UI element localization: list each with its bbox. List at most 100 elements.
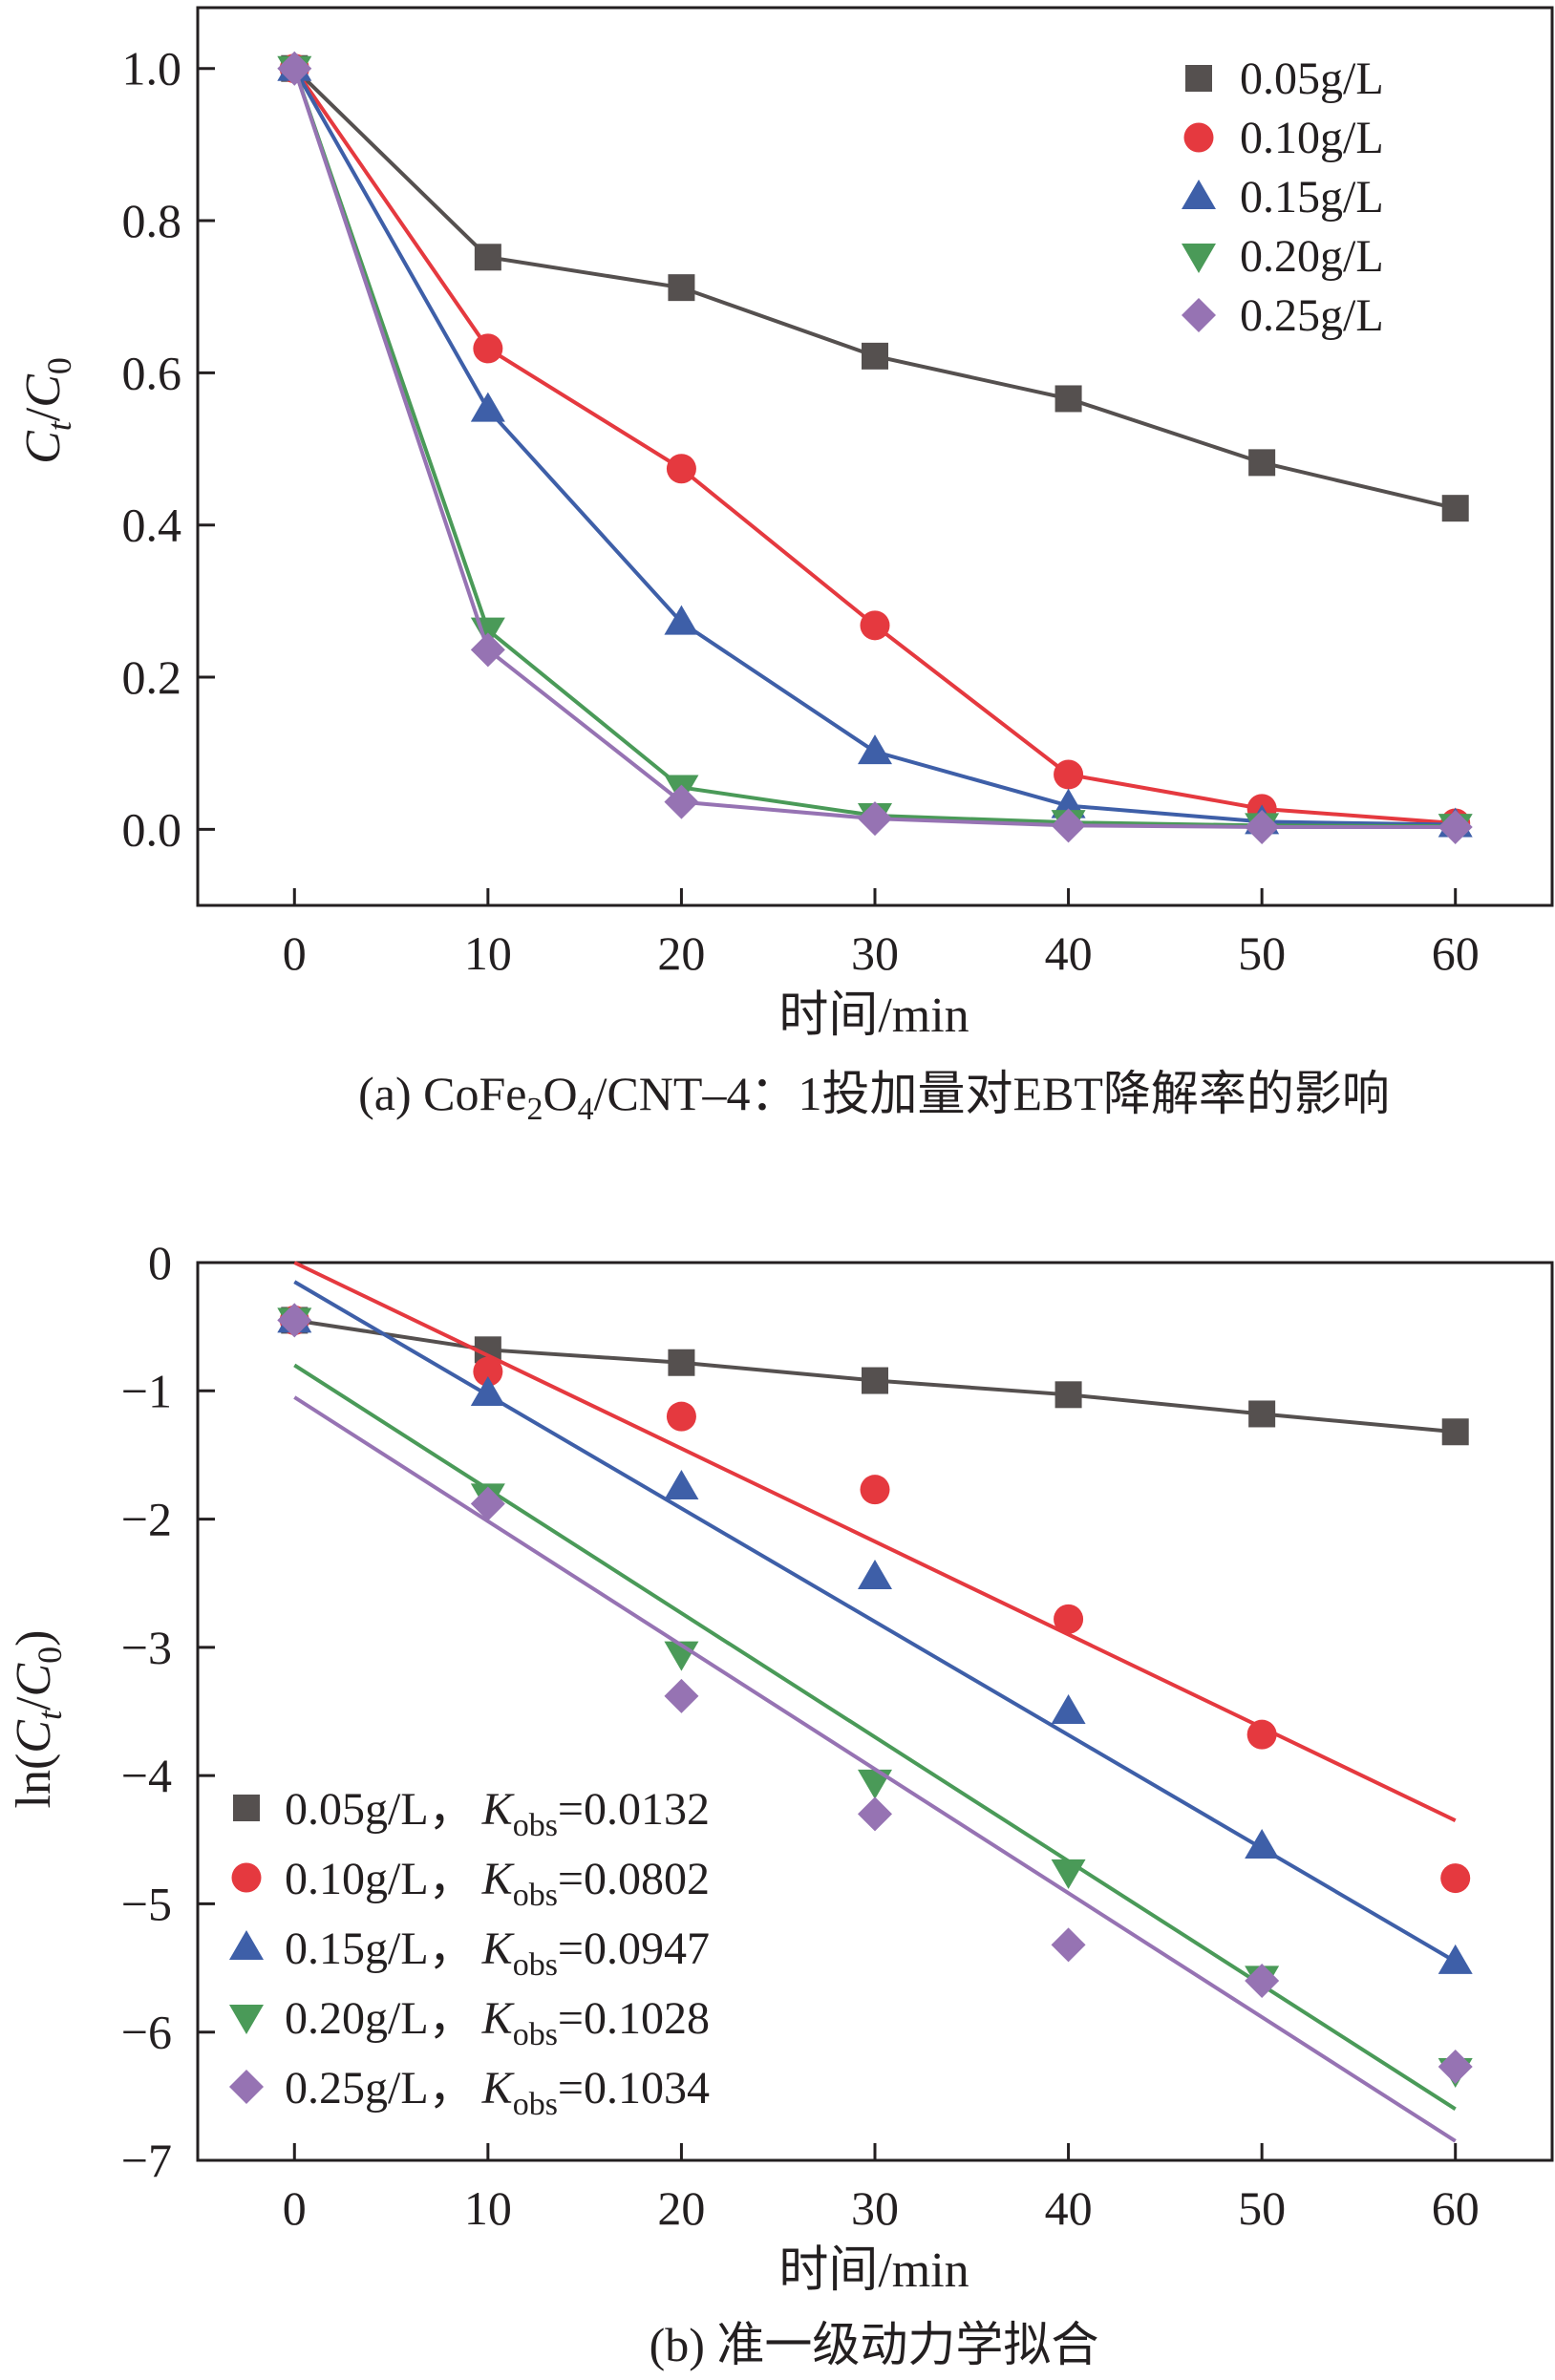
data-point <box>1245 1964 1280 1998</box>
y-tick-label: −5 <box>121 1877 172 1930</box>
data-point <box>470 632 505 668</box>
data-point <box>860 610 890 641</box>
data-point <box>664 1678 699 1713</box>
legend-marker <box>229 1930 264 1960</box>
data-point <box>862 342 888 370</box>
legend-marker <box>1182 244 1216 273</box>
panel-b-x-axis-label: 时间/min <box>778 2243 969 2298</box>
data-point <box>1438 1944 1473 1974</box>
b-ylabel-suffix: ) <box>7 1630 61 1647</box>
panel-a-caption: (a) CoFe2O4/CNT–4：1投加量对EBT降解率的影响 <box>358 1067 1390 1127</box>
legend-label: 0.05g/L， Kobs=0.0132 <box>285 1784 710 1843</box>
data-point <box>1245 1829 1280 1859</box>
legend-marker <box>1182 298 1216 332</box>
series-0.15gL <box>277 51 1473 838</box>
panel-b-series <box>277 1261 1473 2143</box>
x-tick-label: 40 <box>1045 926 1093 980</box>
y-tick-label: −1 <box>121 1364 172 1417</box>
panel-b-y-axis: 0 −1 −2 −3 −4 −5 −6 −7 <box>121 1236 215 2187</box>
legend-label: 0.15g/L <box>1240 172 1384 223</box>
y-tick-label: −2 <box>121 1493 172 1546</box>
panel-b-chart: 0 −1 −2 −3 −4 −5 −6 −7 0 10 20 30 40 50 60 0.05g/L， Ko… <box>7 1236 1554 2371</box>
b-ylabel-c: C <box>7 1719 61 1753</box>
x-tick-label: 40 <box>1045 2181 1093 2235</box>
panel-a-series <box>277 51 1473 844</box>
y-tick-label: −4 <box>121 1749 172 1802</box>
x-tick-label: 60 <box>1432 2181 1480 2235</box>
data-point <box>858 734 892 765</box>
data-point <box>858 801 892 837</box>
data-point <box>473 1356 503 1387</box>
b-ylabel-slash: / <box>7 1696 61 1711</box>
a-caption-sub1: 2 <box>526 1092 543 1127</box>
y-tick-label: 0 <box>148 1236 172 1289</box>
data-point <box>664 1470 699 1499</box>
y-tick-label: 0.4 <box>122 499 182 552</box>
legend-label: 0.25g/L， Kobs=0.1034 <box>285 2063 710 2122</box>
data-point <box>666 454 696 484</box>
x-tick-label: 10 <box>464 2181 512 2235</box>
data-point <box>1051 1927 1086 1963</box>
panel-b-legend: 0.05g/L， Kobs=0.0132 0.10g/L， Kobs=0.0802 0.… <box>229 1784 710 2122</box>
series-0.10gL <box>279 1261 1471 1894</box>
legend-marker <box>1183 122 1214 153</box>
data-point <box>1438 2049 1473 2084</box>
data-point <box>1248 1400 1276 1428</box>
a-caption-sub2: 4 <box>578 1092 594 1127</box>
a-ylabel-c: C <box>16 430 71 464</box>
data-point <box>1054 1604 1084 1634</box>
y-tick-label: 0.6 <box>122 346 182 399</box>
x-tick-label: 30 <box>851 2181 899 2235</box>
legend-label: 0.20g/L <box>1240 231 1384 282</box>
b-ylabel-t: t <box>31 1710 69 1720</box>
x-tick-label: 10 <box>464 926 512 980</box>
data-point <box>858 1769 892 1799</box>
legend-marker <box>1182 180 1216 209</box>
legend-marker <box>233 1795 260 1821</box>
legend-marker <box>1185 65 1212 92</box>
legend-label: 0.15g/L， Kobs=0.0947 <box>285 1923 710 1983</box>
panel-b-caption: (b) 准一级动力学拟合 <box>650 2318 1099 2371</box>
data-point <box>860 1475 890 1505</box>
data-point <box>1440 1863 1471 1894</box>
data-point <box>1051 808 1086 843</box>
series-0.15gL <box>277 1280 1473 1974</box>
y-tick-label: −7 <box>121 2134 172 2187</box>
series-0.25gL <box>277 1303 1473 2143</box>
y-tick-label: 0.8 <box>122 194 182 247</box>
data-point <box>1248 449 1276 477</box>
data-point <box>668 274 695 302</box>
series-0.05gL <box>281 1307 1469 1446</box>
legend-label: 0.25g/L <box>1240 290 1384 341</box>
data-point <box>1051 1694 1086 1724</box>
data-point <box>1051 1859 1086 1889</box>
legend-label: 0.10g/L， Kobs=0.0802 <box>285 1854 710 1913</box>
data-point <box>1054 1381 1082 1409</box>
data-point <box>858 1796 892 1832</box>
panel-a-y-axis: 0.0 0.2 0.4 0.6 0.8 1.0 <box>122 42 215 856</box>
data-point <box>473 333 503 364</box>
data-point <box>1441 495 1469 522</box>
x-tick-label: 0 <box>283 2181 307 2235</box>
data-point <box>1246 1719 1277 1750</box>
data-point <box>277 1303 312 1338</box>
y-tick-label: 0.0 <box>122 802 182 856</box>
x-tick-label: 20 <box>657 2181 705 2235</box>
data-point <box>277 51 312 86</box>
x-tick-label: 50 <box>1238 2181 1286 2235</box>
panel-a-legend: 0.05g/L 0.10g/L 0.15g/L 0.20g/L 0.25g/L <box>1182 53 1384 341</box>
panel-a-x-axis-label: 时间/min <box>778 988 969 1043</box>
b-ylabel-c0: C <box>7 1663 61 1697</box>
data-point <box>664 784 699 819</box>
y-tick-label: −3 <box>121 1621 172 1674</box>
x-tick-label: 30 <box>851 926 899 980</box>
legend-marker <box>231 1862 262 1893</box>
a-ylabel-c0: C <box>16 373 71 408</box>
b-ylabel-prefix: ln( <box>7 1753 61 1809</box>
data-point <box>666 1401 696 1432</box>
data-point <box>668 1349 695 1376</box>
y-tick-label: 1.0 <box>122 42 182 96</box>
data-point <box>1054 759 1084 790</box>
a-ylabel-t: t <box>40 420 78 431</box>
